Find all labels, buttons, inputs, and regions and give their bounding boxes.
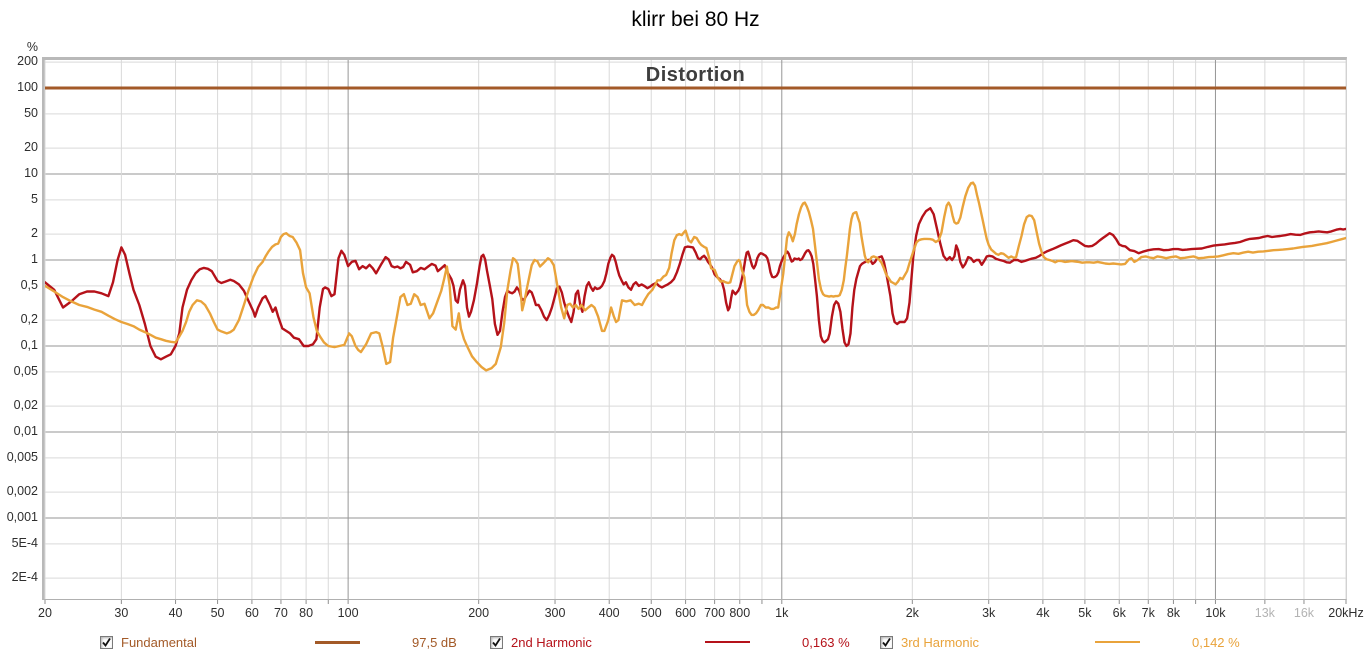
x-tick-label: 800	[729, 606, 751, 620]
second-harmonic-checkbox[interactable]	[490, 635, 503, 649]
x-tick-label: 50	[210, 606, 225, 620]
legend-line-sample-third-harmonic	[1095, 640, 1140, 644]
x-tick-label: 700	[704, 606, 726, 620]
y-tick-label: 20	[24, 140, 38, 155]
x-tick-label: 60	[244, 606, 259, 620]
x-tick-label: 500	[640, 606, 662, 620]
y-tick-label: 10	[24, 166, 38, 180]
x-tick-label: 600	[675, 606, 697, 620]
y-tick-label: 0,005	[6, 449, 38, 464]
x-tick-label: 16k	[1293, 606, 1315, 620]
legend-item-third-harmonic: 3rd Harmonic 0,142 %	[880, 631, 1240, 653]
x-tick-label: 40	[168, 606, 183, 620]
check-icon	[882, 637, 891, 647]
plot-heading: Distortion	[645, 64, 746, 86]
y-tick-label: 0,001	[6, 510, 38, 524]
x-tick-label: 5k	[1078, 606, 1092, 620]
x-tick-label: 10k	[1205, 606, 1226, 620]
legend-item-fundamental: Fundamental 97,5 dB	[100, 631, 457, 653]
y-tick-label: 0,05	[13, 363, 38, 378]
y-tick-label: 5E-4	[11, 535, 38, 550]
legend-label-third-harmonic: 3rd Harmonic	[901, 634, 980, 650]
y-tick-label: 0,01	[13, 424, 38, 438]
page-title: klirr bei 80 Hz	[631, 8, 760, 31]
legend-line-sample-fundamental	[315, 640, 360, 644]
x-tick-label: 80	[299, 606, 314, 620]
x-tick-label: 8k	[1166, 606, 1181, 620]
y-tick-label: 200	[17, 54, 38, 69]
x-tick-label: 30	[114, 606, 129, 620]
legend-value-fundamental: 97,5 dB	[412, 634, 457, 650]
legend-line-sample-second-harmonic	[705, 640, 750, 644]
x-tick-label: 13k	[1254, 606, 1275, 620]
check-icon	[102, 637, 111, 647]
y-tick-label: 100	[17, 80, 38, 94]
legend-value-second-harmonic: 0,163 %	[802, 634, 850, 650]
x-tick-label: 1k	[775, 606, 789, 620]
legend: Fundamental 97,5 dB 2nd Harmonic 0,163 %…	[0, 631, 1369, 655]
y-tick-label: 1	[31, 252, 38, 266]
y-tick-label: 0,5	[20, 277, 38, 292]
x-tick-label: 2k	[905, 606, 919, 620]
y-tick-label: 2	[31, 226, 38, 241]
y-tick-label: 0,002	[6, 484, 38, 499]
legend-item-second-harmonic: 2nd Harmonic 0,163 %	[490, 631, 850, 653]
y-tick-label: 5	[31, 191, 38, 206]
legend-label-fundamental: Fundamental	[121, 634, 197, 650]
x-tick-label: 300	[544, 606, 566, 620]
x-tick-label: 70	[273, 606, 288, 620]
y-tick-label: 50	[24, 105, 38, 120]
fundamental-checkbox[interactable]	[100, 635, 113, 649]
y-axis-labels: % 200 100 50 20 10 5 2 1 0,5 0,2 0,1 0,05 0,02 0,01 0,0…	[0, 0, 38, 658]
y-tick-label: 0,2	[20, 312, 38, 327]
x-tick-label: 20	[38, 606, 52, 620]
check-icon	[492, 637, 501, 647]
x-tick-label: 100	[337, 606, 359, 620]
y-tick-label: 2E-4	[11, 570, 38, 585]
x-tick-label: 400	[598, 606, 620, 620]
legend-value-third-harmonic: 0,142 %	[1192, 634, 1240, 650]
third-harmonic-checkbox[interactable]	[880, 635, 893, 649]
x-tick-label: 200	[468, 606, 490, 620]
y-tick-label: 0,02	[13, 398, 38, 413]
x-tick-label: 6k	[1112, 606, 1126, 620]
x-tick-label: 20kHz	[1328, 606, 1364, 620]
x-tick-label: 3k	[982, 606, 996, 620]
x-tick-label: 7k	[1141, 606, 1155, 620]
y-tick-label: 0,1	[20, 338, 38, 352]
y-axis-unit: %	[26, 40, 38, 54]
x-tick-label: 4k	[1036, 606, 1050, 620]
legend-label-second-harmonic: 2nd Harmonic	[511, 634, 592, 650]
